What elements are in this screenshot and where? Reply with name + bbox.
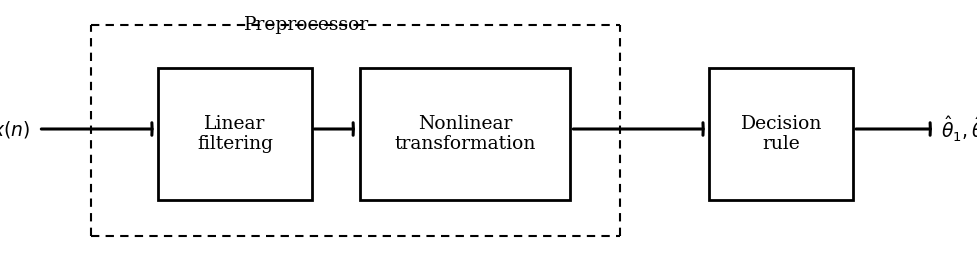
Text: Nonlinear
transformation: Nonlinear transformation — [394, 115, 535, 154]
Text: $x(n)$: $x(n)$ — [0, 118, 31, 140]
Bar — [708, 68, 852, 200]
Text: Decision
rule: Decision rule — [740, 115, 822, 154]
Text: Linear
filtering: Linear filtering — [196, 115, 273, 154]
Bar — [158, 68, 312, 200]
Text: Preprocessor: Preprocessor — [244, 16, 369, 34]
Bar — [360, 68, 570, 200]
Text: $\hat{\theta}_1, \hat{\theta}_2, \ldots$: $\hat{\theta}_1, \hat{\theta}_2, \ldots$ — [941, 115, 977, 143]
